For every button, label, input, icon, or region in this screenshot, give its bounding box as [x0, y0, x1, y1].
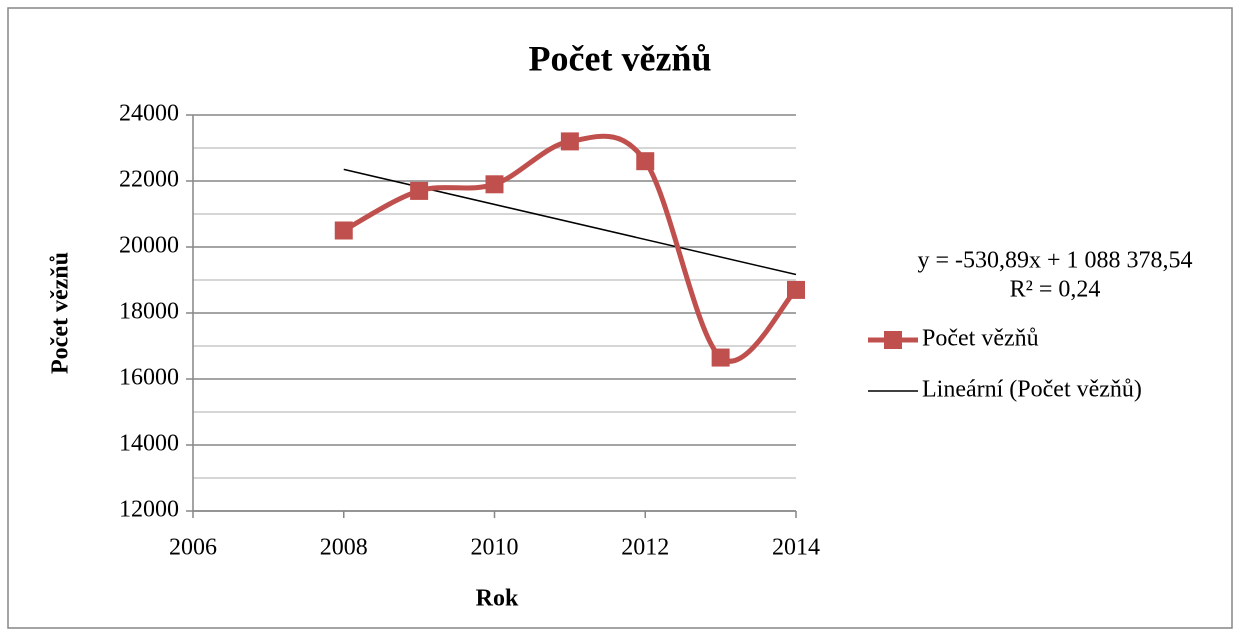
marker — [410, 181, 429, 200]
y-tick-label: 16000 — [119, 365, 179, 391]
y-tick-label: 22000 — [119, 167, 179, 193]
x-tick-label: 2010 — [471, 535, 519, 561]
marker — [711, 348, 730, 367]
x-axis-label: Rok — [476, 586, 519, 612]
marker — [485, 175, 504, 194]
x-tick-label: 2012 — [621, 535, 669, 561]
x-tick-label: 2006 — [169, 535, 217, 561]
y-tick-label: 14000 — [119, 431, 179, 457]
marker — [334, 221, 353, 240]
chart-title: Počet vězňů — [529, 38, 712, 78]
y-tick-label: 20000 — [119, 233, 179, 259]
trend-r2: R² = 0,24 — [1010, 277, 1101, 303]
chart-frame — [7, 7, 1233, 629]
trend-equation: y = -530,89x + 1 088 378,54 — [917, 248, 1192, 274]
marker — [560, 132, 579, 151]
legend-label: Lineární (Počet vězňů) — [922, 377, 1142, 403]
y-tick-label: 12000 — [119, 497, 179, 523]
y-tick-label: 24000 — [119, 101, 179, 127]
marker — [787, 280, 805, 299]
legend-label: Počet vězňů — [922, 326, 1039, 352]
y-tick-label: 18000 — [119, 299, 179, 325]
x-tick-label: 2008 — [320, 535, 368, 561]
y-axis-label: Počet vězňů — [48, 252, 74, 374]
x-tick-label: 2014 — [772, 535, 820, 561]
legend-marker — [884, 331, 902, 349]
marker — [636, 152, 655, 171]
